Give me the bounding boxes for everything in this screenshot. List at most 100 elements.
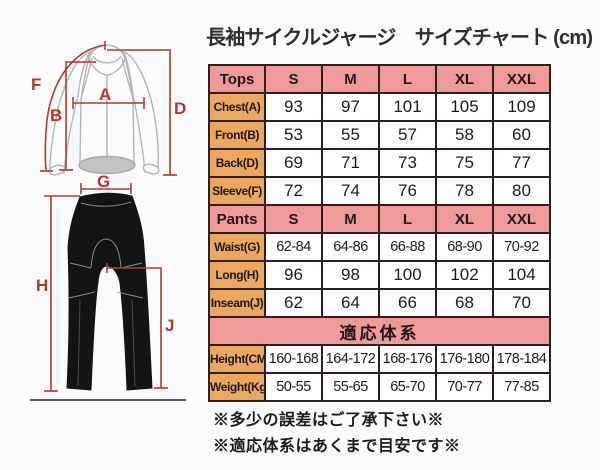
value-cell: 77-85 — [492, 372, 551, 402]
value-cell: 164-172 — [321, 344, 380, 374]
row-label: Inseam(J) — [208, 288, 266, 318]
row-label: Front(B) — [208, 120, 266, 150]
value-cell: 72 — [264, 176, 323, 206]
value-cell: 68-90 — [435, 232, 494, 262]
row-label: Long(H) — [208, 260, 266, 290]
value-cell: 100 — [378, 260, 437, 290]
size-col-xxl: XXL — [492, 64, 551, 94]
label-g: G — [97, 172, 110, 191]
size-col-xxl: XXL — [492, 204, 551, 234]
value-cell: 160-168 — [264, 344, 323, 374]
value-cell: 105 — [435, 92, 494, 122]
note-tolerance: ※多少の誤差はご了承下さい※ — [213, 412, 445, 429]
size-table: Tops S M L XL XXL Chest(A) 93 97 101 105… — [208, 64, 551, 402]
row-label: Height(CM) — [208, 344, 266, 374]
value-cell: 73 — [378, 148, 437, 178]
jersey-outline — [48, 44, 160, 176]
row-label: Sleeve(F) — [208, 176, 266, 206]
table-row-front: Front(B) 53 55 57 58 60 — [208, 120, 551, 150]
measure-waist-g — [80, 183, 132, 194]
pants-outline — [66, 192, 153, 391]
label-h: H — [36, 276, 48, 295]
tops-section-label: Tops — [208, 64, 266, 94]
label-b: B — [50, 106, 62, 125]
body-header-row: 適応体系 — [208, 316, 551, 346]
table-row-sleeve: Sleeve(F) 72 74 76 78 80 — [208, 176, 551, 206]
value-cell: 176-180 — [435, 344, 494, 374]
value-cell: 55-65 — [321, 372, 380, 402]
value-cell: 64-86 — [321, 232, 380, 262]
body-section-label: 適応体系 — [208, 316, 551, 346]
value-cell: 97 — [321, 92, 380, 122]
value-cell: 69 — [264, 148, 323, 178]
label-a: A — [99, 85, 111, 104]
pants-header-row: Pants S M L XL XXL — [208, 204, 551, 234]
measurement-labels: F A B D G H J — [31, 75, 186, 335]
value-cell: 75 — [435, 148, 494, 178]
value-cell: 76 — [378, 176, 437, 206]
measure-front-b — [59, 61, 96, 171]
measure-inseam-j — [106, 263, 168, 389]
label-f: F — [31, 75, 41, 94]
value-cell: 70-92 — [492, 232, 551, 262]
value-cell: 102 — [435, 260, 494, 290]
measure-back-d — [107, 49, 177, 176]
tops-header-row: Tops S M L XL XXL — [208, 64, 551, 94]
value-cell: 80 — [492, 176, 551, 206]
row-label: Waist(G) — [208, 232, 266, 262]
value-cell: 70 — [492, 288, 551, 318]
value-cell: 68 — [435, 288, 494, 318]
note-guideline: ※適応体系はあくまで目安です※ — [213, 438, 461, 455]
table-row-chest: Chest(A) 93 97 101 105 109 — [208, 92, 551, 122]
value-cell: 50-55 — [264, 372, 323, 402]
label-d: D — [174, 99, 186, 118]
measurement-diagram: F A B D G H J — [30, 41, 186, 401]
value-cell: 64 — [321, 288, 380, 318]
size-col-s: S — [264, 204, 323, 234]
measurement-lines — [40, 41, 177, 392]
value-cell: 60 — [492, 120, 551, 150]
value-cell: 74 — [321, 176, 380, 206]
size-col-s: S — [264, 64, 323, 94]
value-cell: 93 — [264, 92, 323, 122]
value-cell: 96 — [264, 260, 323, 290]
page-title: 長袖サイクルジャージ サイズチャート (cm) — [206, 27, 593, 49]
size-col-l: L — [378, 204, 437, 234]
value-cell: 78 — [435, 176, 494, 206]
value-cell: 109 — [492, 92, 551, 122]
row-label: Weight(Kg) — [208, 372, 266, 402]
size-col-xl: XL — [435, 204, 494, 234]
measure-sleeve-f — [40, 41, 106, 172]
footer-notes: ※多少の誤差はご了承下さい※ ※適応体系はあくまで目安です※ — [213, 408, 461, 460]
size-col-l: L — [378, 64, 437, 94]
size-col-xl: XL — [435, 64, 494, 94]
table-row-height: Height(CM) 160-168 164-172 168-176 176-1… — [208, 344, 551, 374]
value-cell: 62-84 — [264, 232, 323, 262]
table-row-waist: Waist(G) 62-84 64-86 66-88 68-90 70-92 — [208, 232, 551, 262]
value-cell: 70-77 — [435, 372, 494, 402]
value-cell: 66-88 — [378, 232, 437, 262]
row-label: Chest(A) — [208, 92, 266, 122]
value-cell: 168-176 — [378, 344, 437, 374]
value-cell: 57 — [378, 120, 437, 150]
measure-long-h — [44, 195, 80, 392]
value-cell: 104 — [492, 260, 551, 290]
value-cell: 65-70 — [378, 372, 437, 402]
label-j: J — [165, 316, 174, 335]
value-cell: 101 — [378, 92, 437, 122]
value-cell: 71 — [321, 148, 380, 178]
value-cell: 77 — [492, 148, 551, 178]
value-cell: 58 — [435, 120, 494, 150]
size-col-m: M — [321, 204, 380, 234]
table-row-inseam: Inseam(J) 62 64 66 68 70 — [208, 288, 551, 318]
table-row-back: Back(D) 69 71 73 75 77 — [208, 148, 551, 178]
measure-chest-a — [72, 97, 145, 109]
value-cell: 62 — [264, 288, 323, 318]
value-cell: 53 — [264, 120, 323, 150]
table-row-weight: Weight(Kg) 50-55 55-65 65-70 70-77 77-85 — [208, 372, 551, 402]
value-cell: 66 — [378, 288, 437, 318]
table-row-long: Long(H) 96 98 100 102 104 — [208, 260, 551, 290]
value-cell: 98 — [321, 260, 380, 290]
pants-section-label: Pants — [208, 204, 266, 234]
